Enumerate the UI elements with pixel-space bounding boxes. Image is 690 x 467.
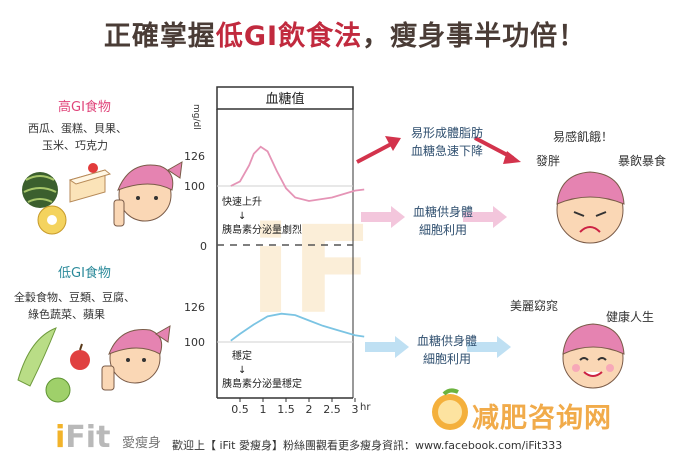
low-gi-foods-line2: 綠色蔬菜、蘋果 bbox=[28, 308, 105, 321]
pink-arrow-left-head bbox=[391, 206, 405, 228]
y-tick-zero: 0 bbox=[200, 240, 207, 253]
x-tick-label: 1.5 bbox=[277, 403, 295, 416]
low-mid-line2: 細胞利用 bbox=[422, 352, 471, 366]
ifit-logo: iFit bbox=[55, 420, 110, 455]
high-mid-line1: 血糖供身體 bbox=[412, 205, 473, 219]
apple-icon bbox=[70, 343, 90, 370]
annotation-bottom-arrow: ↓ bbox=[238, 365, 246, 376]
orange-logo-icon bbox=[432, 388, 468, 430]
y-tick-top-100: 100 bbox=[184, 180, 205, 193]
high-gi-foods-line2: 玉米、巧克力 bbox=[42, 139, 108, 152]
low-gi-foods-line1: 全穀食物、豆類、豆腐、 bbox=[14, 291, 135, 304]
footer-text: 歡迎上【 iFit 愛瘦身】粉絲團觀看更多瘦身資訊：www.facebook.c… bbox=[172, 439, 563, 452]
y-tick-top-126: 126 bbox=[184, 150, 205, 163]
x-tick-label: 2 bbox=[306, 403, 313, 416]
title-part2: ，瘦身事半功倍！ bbox=[362, 21, 587, 52]
annotation-top-2: 胰島素分泌量劇烈 bbox=[222, 223, 302, 236]
annotation-bottom-2: 胰島素分泌量穩定 bbox=[222, 377, 302, 390]
annotation-top-arrow: ↓ bbox=[238, 211, 246, 222]
girl-eating-low-gi bbox=[101, 325, 171, 391]
girl-eating-high-gi bbox=[113, 161, 183, 227]
peas-icon bbox=[17, 327, 57, 387]
sad-face-illustration bbox=[556, 171, 625, 244]
logo-rest: Fit bbox=[65, 420, 111, 455]
high-gi-foods: 西瓜、蛋糕、貝果、 玉米、巧克力 bbox=[28, 120, 127, 154]
high-gi-curve bbox=[230, 145, 365, 202]
blue-arrow-left-head bbox=[395, 336, 409, 358]
high-mid-line2: 細胞利用 bbox=[418, 223, 467, 237]
high-face-caption-a: 易感飢餓！ bbox=[553, 130, 614, 144]
red-arrowhead-right bbox=[503, 151, 521, 164]
high-result-line2: 血糖急速下降 bbox=[410, 144, 483, 158]
watermelon-icon bbox=[22, 172, 58, 208]
low-mid-text: 血糖供身體 細胞利用 bbox=[402, 332, 492, 368]
footer-brand: 愛瘦身 bbox=[122, 436, 162, 451]
pink-arrow-left-body bbox=[361, 212, 391, 222]
x-ticks: 0.5 1 1.5 2 2.5 3 bbox=[231, 398, 359, 416]
pink-arrow-right-body bbox=[463, 212, 493, 222]
chart-title-box bbox=[216, 86, 354, 110]
low-face-caption-b: 健康人生 bbox=[606, 310, 655, 324]
page-title: 正確掌握低GI飲食法，瘦身事半功倍！ bbox=[0, 14, 690, 53]
y-tick-bottom-100: 100 bbox=[184, 336, 205, 349]
x-axis-unit: hr bbox=[360, 402, 371, 413]
broccoli-icon bbox=[45, 377, 71, 403]
x-tick-label: 3 bbox=[352, 403, 359, 416]
red-arrowhead-left bbox=[385, 136, 401, 151]
low-gi-curve bbox=[230, 312, 365, 342]
arrows-layer bbox=[356, 136, 521, 358]
logo-i: i bbox=[55, 420, 66, 455]
high-result-line1: 易形成體脂肪 bbox=[410, 126, 483, 140]
chart-title: 血糖值 bbox=[265, 91, 304, 107]
site-watermark: 减肥咨询网 bbox=[472, 403, 612, 434]
chart-watermark: iFit bbox=[250, 202, 380, 341]
low-gi-illustration bbox=[17, 325, 171, 403]
title-highlight: 低GI飲食法 bbox=[215, 21, 363, 52]
blue-arrow-left-body bbox=[365, 342, 395, 352]
high-gi-foods-line1: 西瓜、蛋糕、貝果、 bbox=[28, 122, 127, 135]
x-tick-label: 0.5 bbox=[231, 403, 249, 416]
high-face-caption-b: 發胖 bbox=[536, 154, 561, 168]
blood-sugar-chart: iFit 血糖值 mg/dl hr 126 100 0 126 100 0.5 1… bbox=[184, 86, 380, 416]
high-face-caption-c: 暴飲暴食 bbox=[618, 154, 667, 168]
bagel-icon bbox=[37, 205, 67, 235]
low-gi-heading: 低GI食物 bbox=[58, 266, 111, 281]
high-result-text: 易形成體脂肪 血糖急速下降 bbox=[392, 124, 502, 160]
low-gi-foods: 全穀食物、豆類、豆腐、 綠色蔬菜、蘋果 bbox=[14, 289, 135, 323]
pink-arrow-right-head bbox=[493, 206, 507, 228]
y-axis-unit: mg/dl bbox=[191, 104, 201, 130]
blue-arrow-right-head bbox=[497, 336, 511, 358]
x-tick-label: 1 bbox=[260, 403, 267, 416]
cake-icon bbox=[68, 163, 112, 203]
red-arrow-left bbox=[356, 140, 396, 164]
high-gi-illustration bbox=[22, 161, 183, 235]
blue-arrow-right-body bbox=[467, 342, 497, 352]
y-tick-bottom-126: 126 bbox=[184, 301, 205, 314]
annotation-bottom-1: 穩定 bbox=[232, 349, 252, 362]
x-tick-label: 2.5 bbox=[323, 403, 341, 416]
low-face-caption-a: 美麗窈窕 bbox=[510, 299, 559, 313]
happy-face-illustration bbox=[562, 323, 625, 389]
high-gi-heading: 高GI食物 bbox=[58, 100, 111, 115]
high-mid-text: 血糖供身體 細胞利用 bbox=[398, 203, 488, 239]
low-mid-line1: 血糖供身體 bbox=[416, 334, 477, 348]
title-part1: 正確掌握 bbox=[103, 21, 216, 52]
annotation-top-1: 快速上升 bbox=[222, 196, 262, 208]
